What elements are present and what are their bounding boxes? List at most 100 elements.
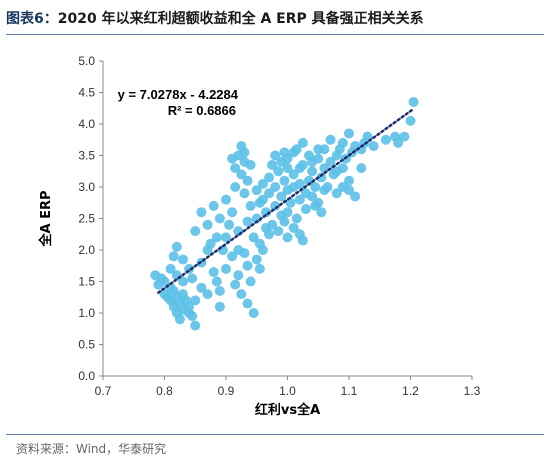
y-tick-label: 4.5 [78, 86, 95, 100]
data-point [187, 311, 198, 322]
data-point [245, 159, 256, 170]
data-point [171, 241, 182, 252]
x-tick-label: 1.0 [279, 384, 296, 398]
data-point [307, 156, 318, 167]
data-point [273, 226, 284, 237]
data-point [310, 182, 321, 192]
data-point [221, 194, 231, 205]
data-point [282, 232, 293, 243]
data-point [251, 185, 262, 196]
y-tick-label: 2.5 [78, 212, 95, 226]
data-point [221, 232, 231, 243]
data-point [187, 273, 198, 284]
data-point [227, 251, 238, 262]
data-point [208, 267, 219, 278]
data-point [393, 137, 404, 148]
data-point [230, 279, 241, 290]
figure-title-text: 2020 年以来红利超额收益和全 A ERP 具备强正相关关系 [57, 11, 424, 27]
data-point [239, 188, 250, 199]
data-point [257, 178, 268, 189]
data-point [214, 285, 225, 296]
data-point [304, 175, 315, 186]
data-point [337, 137, 348, 148]
data-point [291, 213, 302, 224]
data-point [214, 213, 225, 224]
data-point [282, 207, 293, 218]
data-point [300, 204, 311, 215]
data-point [254, 197, 265, 208]
source-note: 资料来源：Wind，华泰研究 [16, 442, 167, 456]
data-point [208, 200, 219, 211]
data-point [273, 166, 284, 177]
data-point [264, 229, 275, 240]
x-tick-label: 0.8 [156, 384, 173, 398]
data-point [282, 163, 293, 174]
data-point [325, 156, 336, 167]
data-point [294, 163, 305, 174]
data-point [242, 298, 253, 309]
data-point [196, 207, 207, 218]
footer-rule [6, 434, 544, 435]
data-point [257, 245, 268, 255]
x-axis-title: 红利vs全A [255, 402, 320, 418]
data-point [211, 276, 222, 287]
data-point [230, 163, 241, 174]
data-point [251, 213, 262, 224]
data-point [331, 166, 342, 177]
data-point [307, 191, 318, 202]
data-point [264, 172, 275, 183]
data-point [313, 144, 324, 155]
data-point [276, 191, 287, 202]
data-point [331, 188, 342, 199]
data-point [350, 191, 361, 202]
data-point [190, 320, 201, 331]
data-point [168, 251, 179, 262]
data-point [264, 188, 275, 199]
data-point [202, 219, 213, 230]
data-point [288, 169, 299, 180]
trendline-r2: R² = 0.6866 [168, 103, 236, 118]
trendline [157, 107, 415, 294]
data-point [279, 147, 290, 158]
data-point [214, 301, 225, 312]
data-point [236, 169, 247, 180]
data-point [242, 260, 253, 271]
x-tick-label: 1.2 [402, 384, 419, 398]
data-point [288, 222, 299, 233]
data-point [270, 200, 281, 211]
data-point [239, 248, 250, 259]
data-point [254, 263, 265, 274]
trendline-equation: y = 7.0278x - 4.2284 [118, 87, 239, 102]
data-point [242, 175, 253, 186]
data-point [316, 207, 327, 218]
x-tick-label: 1.3 [464, 384, 481, 398]
data-point [408, 96, 419, 107]
y-tick-label: 1.5 [78, 275, 95, 289]
x-tick-label: 1.1 [341, 384, 358, 398]
data-point [211, 232, 222, 243]
data-point [267, 159, 278, 170]
y-tick-label: 0.5 [78, 338, 95, 352]
data-point [165, 263, 176, 274]
data-point [279, 216, 290, 227]
data-point [307, 166, 318, 177]
data-point [242, 216, 253, 227]
data-point [267, 219, 278, 230]
data-point [177, 254, 188, 265]
data-point [356, 163, 367, 174]
figure-title: 图表6：2020 年以来红利超额收益和全 A ERP 具备强正相关关系 [6, 8, 424, 28]
data-point [202, 289, 213, 300]
data-point [399, 131, 410, 142]
data-point [270, 150, 281, 161]
data-point [233, 270, 244, 281]
data-point [233, 226, 244, 237]
y-tick-label: 1.0 [78, 306, 95, 320]
data-point [159, 276, 170, 287]
data-point [297, 137, 308, 148]
data-point [248, 232, 259, 243]
scatter-chart: 0.0 0.5 1.0 1.5 2.0 2.5 3.0 3.5 4.0 4.5 5.0 0.7 0.8 0… [38, 54, 481, 418]
data-point [239, 147, 250, 158]
data-point [221, 263, 231, 274]
data-point [236, 289, 247, 300]
y-tick-label: 2.0 [78, 243, 95, 257]
